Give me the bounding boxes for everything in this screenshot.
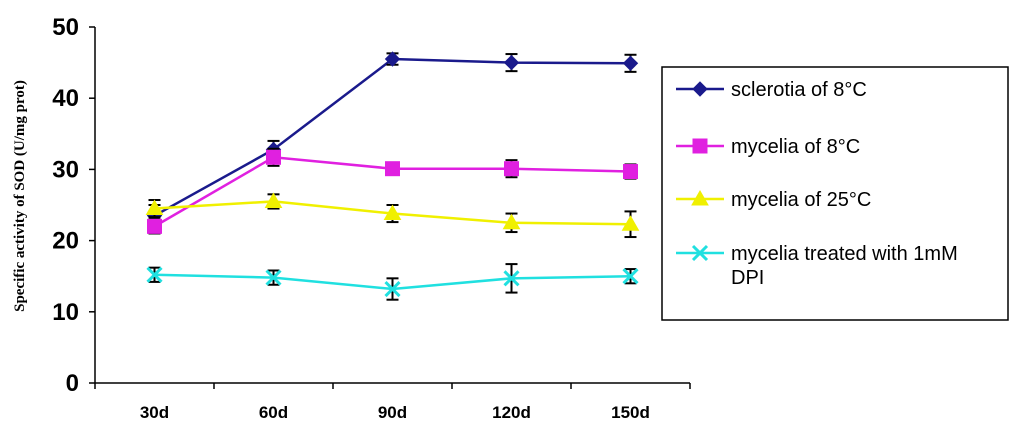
data-point [266, 149, 281, 165]
y-axis-label: Specific activity of SOD (U/mg prot) [12, 80, 28, 312]
y-tick-labels: 0 10 20 30 40 50 [52, 14, 79, 397]
legend-marker [692, 81, 708, 97]
x-tick-labels: 30d 60d 90d 120d 150d [140, 403, 650, 422]
data-point [384, 51, 401, 67]
y-tick-label: 20 [52, 228, 79, 255]
data-point [622, 55, 639, 72]
series-line [153, 57, 631, 217]
data-point [503, 54, 520, 71]
legend-item: mycelia of 25°C [676, 189, 871, 211]
data-point [147, 218, 162, 234]
y-tick-label: 40 [52, 85, 79, 112]
series-3 [145, 192, 640, 239]
series-2 [147, 147, 638, 235]
data-point [621, 215, 640, 231]
data-point [264, 192, 283, 208]
legend-marker [691, 244, 709, 262]
legend-label: mycelia treated with 1mM [731, 243, 958, 265]
data-point [383, 204, 402, 221]
data-point [265, 269, 282, 286]
data-point [622, 268, 639, 285]
legend-item: mycelia of 8°C [676, 136, 860, 158]
legend-label: mycelia of 8°C [731, 136, 860, 158]
x-tick-label: 90d [378, 403, 407, 422]
legend-label: sclerotia of 8°C [731, 79, 867, 101]
legend-box [661, 66, 1009, 321]
data-point [623, 164, 638, 180]
data-point [145, 199, 164, 216]
data-point [146, 266, 163, 283]
data-point [385, 161, 400, 177]
legend-marker [691, 189, 709, 206]
legend-label: mycelia of 25°C [731, 189, 871, 211]
y-tick-label: 50 [52, 14, 79, 41]
x-tick-label: 30d [140, 403, 169, 422]
data-point [384, 280, 401, 298]
y-tick-label: 0 [66, 370, 79, 397]
legend-marker [692, 138, 708, 154]
series-1 [146, 51, 639, 228]
x-tick-label: 150d [611, 403, 650, 422]
data-point [504, 161, 519, 177]
plot-area [145, 51, 640, 301]
legend-item: sclerotia of 8°C [676, 79, 867, 101]
y-tick-label: 10 [52, 299, 79, 326]
axes [89, 26, 691, 389]
data-point [503, 270, 520, 287]
x-tick-label: 120d [492, 403, 531, 422]
legend-label: DPI [731, 267, 764, 289]
legend: sclerotia of 8°C mycelia of 8°C mycelia of… [661, 66, 1009, 321]
x-tick-label: 60d [259, 403, 288, 422]
data-point [502, 213, 521, 230]
y-tick-label: 30 [52, 156, 79, 183]
series-4 [146, 263, 639, 301]
